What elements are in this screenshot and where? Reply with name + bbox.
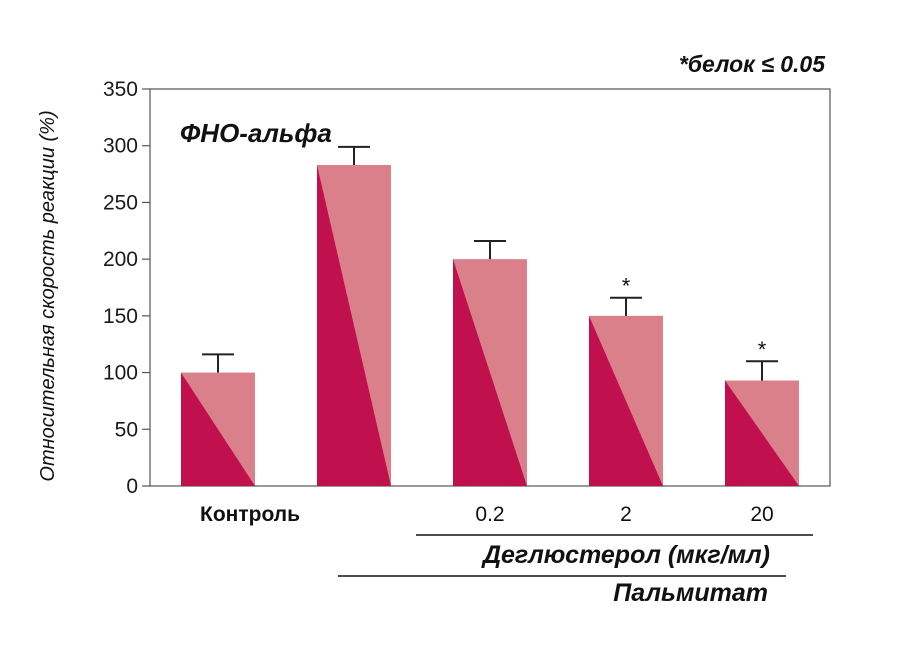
significance-note: *белок ≤ 0.05 bbox=[679, 51, 826, 77]
bar-dark-part bbox=[317, 164, 391, 487]
y-tick-label: 150 bbox=[103, 305, 138, 328]
bar bbox=[181, 372, 255, 486]
x-axis-category-labels: Контроль 0.2 2 20 bbox=[200, 503, 774, 526]
palmitate-group-label: Пальмитат bbox=[613, 579, 768, 607]
error-bars bbox=[202, 145, 778, 381]
y-tick-label: 100 bbox=[103, 362, 138, 385]
x-category-label: 2 bbox=[620, 503, 632, 526]
significance-star: * bbox=[622, 274, 631, 299]
y-tick-label: 50 bbox=[115, 418, 138, 441]
y-tick-label: 250 bbox=[103, 191, 138, 214]
significance-markers: ** bbox=[622, 274, 767, 363]
x-category-label: Контроль bbox=[200, 503, 300, 526]
bar bbox=[453, 259, 527, 486]
y-axis-label: Относительная скорость реакции (%) bbox=[37, 110, 59, 481]
significance-star: * bbox=[758, 337, 767, 362]
y-tick-label: 300 bbox=[103, 135, 138, 158]
bar-dark-part bbox=[453, 259, 527, 486]
bar bbox=[589, 315, 663, 486]
bar-dark-part bbox=[725, 380, 799, 486]
chart-title: ФНО-альфа bbox=[180, 118, 332, 148]
y-tick-label: 0 bbox=[126, 475, 138, 498]
bar-dark-part bbox=[181, 372, 255, 486]
bar bbox=[725, 380, 799, 486]
y-tick-label: 350 bbox=[103, 78, 138, 101]
bar bbox=[317, 164, 391, 487]
y-tick-label: 200 bbox=[103, 248, 138, 271]
bar-dark-part bbox=[589, 315, 663, 486]
degluesterol-group-label: Деглюстерол (мкг/мл) bbox=[481, 541, 770, 569]
bars bbox=[181, 164, 799, 487]
y-axis-ticks: 0 50 100 150 200 250 300 350 bbox=[103, 78, 150, 498]
x-category-label: 20 bbox=[750, 503, 773, 526]
x-category-label: 0.2 bbox=[475, 503, 504, 526]
